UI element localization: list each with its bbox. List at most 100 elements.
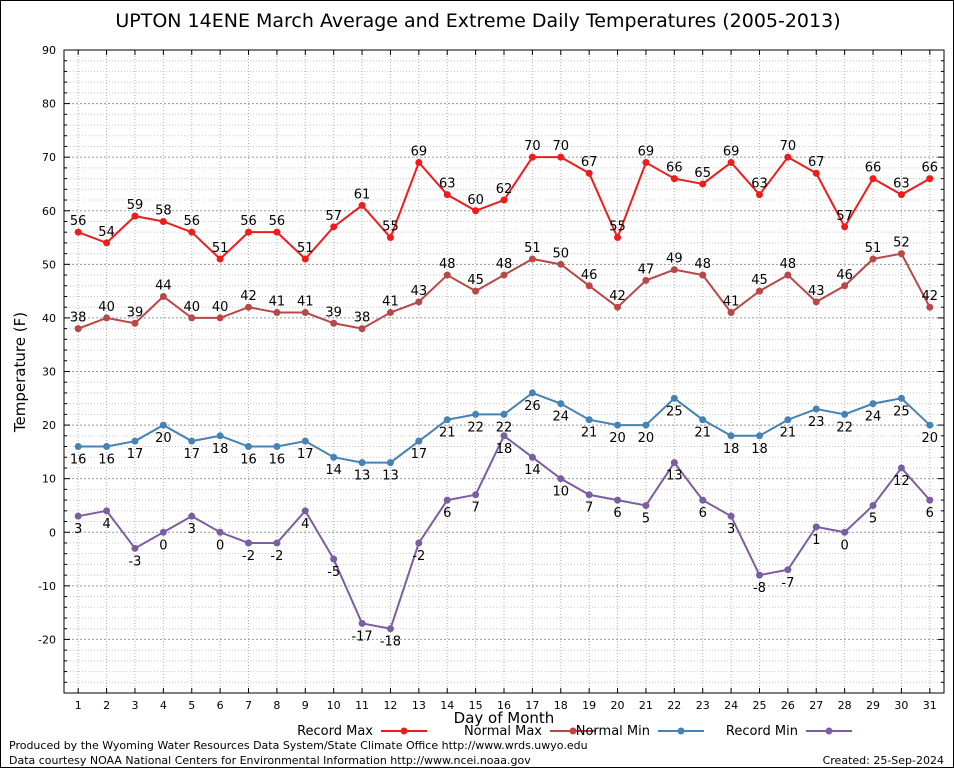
normal-max-point	[301, 309, 309, 317]
y-tick-label: 60	[42, 205, 56, 218]
legend-marker-record-min	[825, 727, 833, 735]
record-max-data-label: 63	[439, 177, 456, 192]
normal-max-data-label: 43	[411, 284, 428, 299]
chart-title: UPTON 14ENE March Average and Extreme Da…	[115, 10, 841, 32]
normal-max-data-label: 42	[240, 289, 257, 304]
normal-min-data-label: 16	[70, 453, 87, 468]
record-max-point	[557, 153, 565, 161]
normal-max-data-label: 50	[553, 246, 570, 261]
record-min-point	[812, 523, 820, 531]
record-max-point	[784, 153, 792, 161]
record-min-data-label: -2	[412, 549, 425, 564]
normal-min-point	[869, 400, 877, 408]
x-tick-label: 22	[667, 699, 681, 712]
record-max-data-label: 57	[325, 209, 342, 224]
x-tick-label: 18	[554, 699, 568, 712]
normal-max-data-label: 45	[467, 273, 484, 288]
record-max-data-label: 55	[382, 220, 399, 235]
normal-max-point	[557, 260, 565, 268]
y-tick-label: 0	[49, 526, 56, 539]
record-min-point	[585, 491, 593, 499]
normal-min-point	[358, 459, 366, 467]
normal-min-point	[841, 410, 849, 418]
normal-max-point	[670, 266, 678, 274]
normal-min-point	[557, 400, 565, 408]
x-tick-label: 31	[923, 699, 937, 712]
record-max-point	[273, 228, 281, 236]
normal-min-data-label: 21	[780, 426, 797, 441]
normal-max-point	[159, 292, 167, 300]
normal-min-point	[926, 421, 934, 429]
record-min-point	[557, 475, 565, 483]
record-min-data-label: -2	[270, 549, 283, 564]
record-max-point	[614, 234, 622, 242]
record-max-data-label: 51	[212, 241, 229, 256]
normal-min-data-label: 22	[836, 420, 853, 435]
record-min-data-label: 0	[841, 538, 849, 553]
record-max-data-label: 67	[581, 155, 598, 170]
normal-max-data-label: 42	[922, 289, 939, 304]
record-max-point	[500, 196, 508, 204]
record-min-data-label: 0	[159, 538, 167, 553]
record-min-point	[727, 512, 735, 520]
normal-max-data-label: 42	[609, 289, 626, 304]
normal-max-point	[784, 271, 792, 279]
normal-min-point	[103, 443, 111, 451]
normal-max-point	[528, 255, 536, 263]
normal-min-point	[585, 416, 593, 424]
record-max-data-label: 66	[666, 161, 683, 176]
normal-max-data-label: 40	[98, 300, 115, 315]
normal-max-point	[358, 325, 366, 333]
record-max-data-label: 70	[524, 139, 541, 154]
x-tick-label: 5	[188, 699, 195, 712]
x-tick-label: 16	[497, 699, 511, 712]
normal-max-point	[699, 271, 707, 279]
normal-max-data-label: 48	[780, 257, 797, 272]
normal-max-point	[869, 255, 877, 263]
record-max-line	[77, 155, 931, 261]
normal-max-point	[131, 319, 139, 327]
normal-max-data-label: 41	[269, 295, 286, 310]
record-min-data-label: 6	[699, 506, 707, 521]
normal-max-data-label: 43	[808, 284, 825, 299]
normal-min-point	[188, 437, 196, 445]
normal-min-point	[755, 432, 763, 440]
record-min-data-label: 13	[666, 469, 683, 484]
x-tick-label: 30	[894, 699, 908, 712]
record-max-point	[670, 175, 678, 183]
legend: Record Max Normal Max Normal Min Record Min	[297, 724, 852, 739]
record-min-point	[386, 625, 394, 633]
x-tick-label: 10	[327, 699, 341, 712]
y-tick-label: 50	[42, 258, 56, 271]
legend-marker-record-max	[400, 727, 408, 735]
y-tick-label: 10	[42, 473, 56, 486]
normal-max-point	[103, 314, 111, 322]
record-max-point	[755, 191, 763, 199]
legend-label-normal-max: Normal Max	[464, 724, 542, 739]
normal-max-data-label: 52	[893, 236, 910, 251]
normal-max-point	[812, 298, 820, 306]
record-min-point	[699, 496, 707, 504]
normal-min-point	[443, 416, 451, 424]
normal-max-point	[245, 303, 253, 311]
normal-min-point	[670, 394, 678, 402]
record-min-point	[528, 453, 536, 461]
normal-min-data-label: 22	[467, 420, 484, 435]
normal-max-data-label: 51	[865, 241, 882, 256]
normal-min-point	[614, 421, 622, 429]
normal-min-data-label: 17	[183, 447, 200, 462]
normal-max-data-label: 40	[212, 300, 229, 315]
record-max-data-label: 69	[411, 145, 428, 160]
normal-max-point	[443, 271, 451, 279]
record-min-point	[131, 544, 139, 552]
record-max-data-label: 56	[70, 214, 87, 229]
record-min-data-label: 10	[553, 485, 570, 500]
normal-min-data-label: 20	[155, 431, 172, 446]
normal-min-data-label: 22	[496, 420, 513, 435]
normal-min-point	[472, 410, 480, 418]
normal-min-point	[216, 432, 224, 440]
normal-min-data-label: 21	[694, 426, 711, 441]
record-min-point	[188, 512, 196, 520]
